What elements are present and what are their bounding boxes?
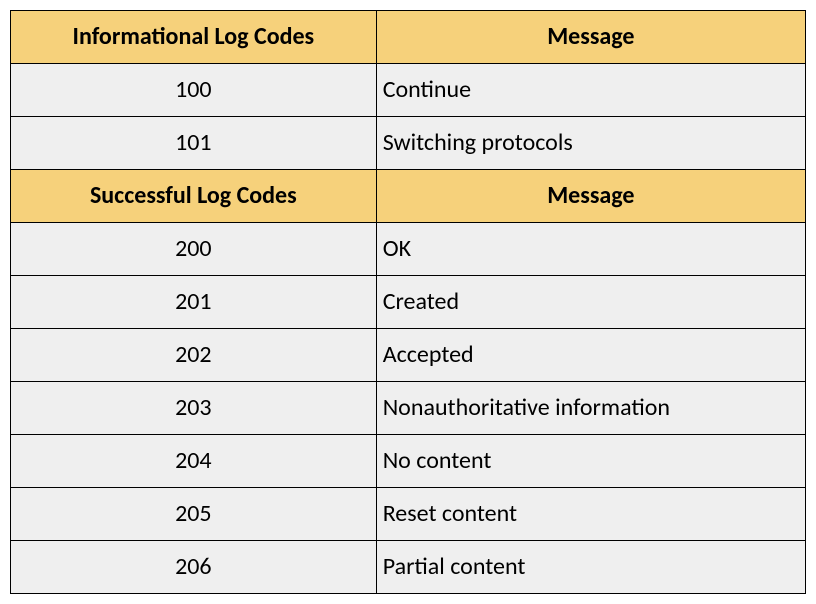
code-cell: 101 (11, 117, 377, 170)
code-cell: 202 (11, 329, 377, 382)
section-header-row: Informational Log Codes Message (11, 11, 806, 64)
code-cell: 200 (11, 223, 377, 276)
table-row: 202 Accepted (11, 329, 806, 382)
header-code-col: Successful Log Codes (11, 170, 377, 223)
table-row: 101 Switching protocols (11, 117, 806, 170)
table-row: 205 Reset content (11, 488, 806, 541)
code-cell: 100 (11, 64, 377, 117)
msg-cell: No content (376, 435, 805, 488)
code-cell: 203 (11, 382, 377, 435)
table-row: 203 Nonauthoritative information (11, 382, 806, 435)
header-msg-col: Message (376, 11, 805, 64)
code-cell: 204 (11, 435, 377, 488)
msg-cell: Accepted (376, 329, 805, 382)
section-header-row: Successful Log Codes Message (11, 170, 806, 223)
table-row: 204 No content (11, 435, 806, 488)
msg-cell: Nonauthoritative information (376, 382, 805, 435)
msg-cell: Partial content (376, 541, 805, 594)
header-msg-col: Message (376, 170, 805, 223)
table-row: 206 Partial content (11, 541, 806, 594)
log-codes-table: Informational Log Codes Message 100 Cont… (10, 10, 806, 594)
msg-cell: Created (376, 276, 805, 329)
msg-cell: Continue (376, 64, 805, 117)
code-cell: 201 (11, 276, 377, 329)
header-code-col: Informational Log Codes (11, 11, 377, 64)
table-body: Informational Log Codes Message 100 Cont… (11, 11, 806, 594)
code-cell: 205 (11, 488, 377, 541)
table-row: 100 Continue (11, 64, 806, 117)
code-cell: 206 (11, 541, 377, 594)
table-row: 200 OK (11, 223, 806, 276)
msg-cell: Switching protocols (376, 117, 805, 170)
msg-cell: Reset content (376, 488, 805, 541)
msg-cell: OK (376, 223, 805, 276)
table-row: 201 Created (11, 276, 806, 329)
